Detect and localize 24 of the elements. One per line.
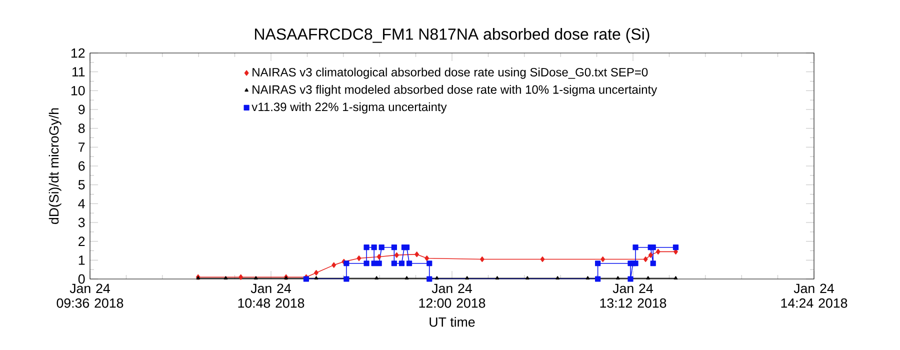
x-tick-label: Jan 24 14:24 2018	[781, 284, 848, 308]
legend-label: NAIRAS v3 climatological absorbed dose rate using SiDose_G0.txt SEP=0	[252, 68, 648, 79]
legend-label: NAIRAS v3 flight modeled absorbed dose rate with 10% 1-sigma uncertainty	[252, 84, 658, 96]
x-tick-label: Jan 24 09:36 2018	[56, 284, 124, 308]
x-tick-label: Jan 24 10:48 2018	[238, 284, 304, 308]
y-tick-label: 6	[78, 161, 85, 171]
y-axis-title: dD(Si)/dt microGy/h	[48, 108, 62, 224]
x-tick-label: Jan 24 13:12 2018	[600, 284, 666, 308]
y-tick-label: 1	[78, 256, 85, 265]
y-tick-label: 3	[78, 218, 85, 228]
chart-title: NASAAFRCDC8_FM1 N817NA absorbed dose rate (Si)	[255, 28, 650, 43]
y-tick-label: 7	[78, 142, 85, 152]
x-axis-title: UT time	[430, 316, 475, 327]
y-tick-label: 4	[78, 199, 85, 208]
legend-label: v11.39 with 22% 1-sigma uncertainty	[252, 102, 447, 114]
x-tick-label: Jan 24 12:00 2018	[419, 284, 486, 308]
y-tick-label: 12	[71, 48, 85, 58]
y-tick-label: 0	[78, 274, 85, 284]
y-tick-label: 11	[72, 67, 85, 76]
y-tick-label: 5	[78, 180, 85, 190]
y-tick-label: 9	[78, 104, 85, 114]
y-tick-label: 10	[71, 86, 85, 96]
y-tick-label: 2	[78, 236, 85, 246]
y-tick-label: 8	[78, 124, 85, 134]
